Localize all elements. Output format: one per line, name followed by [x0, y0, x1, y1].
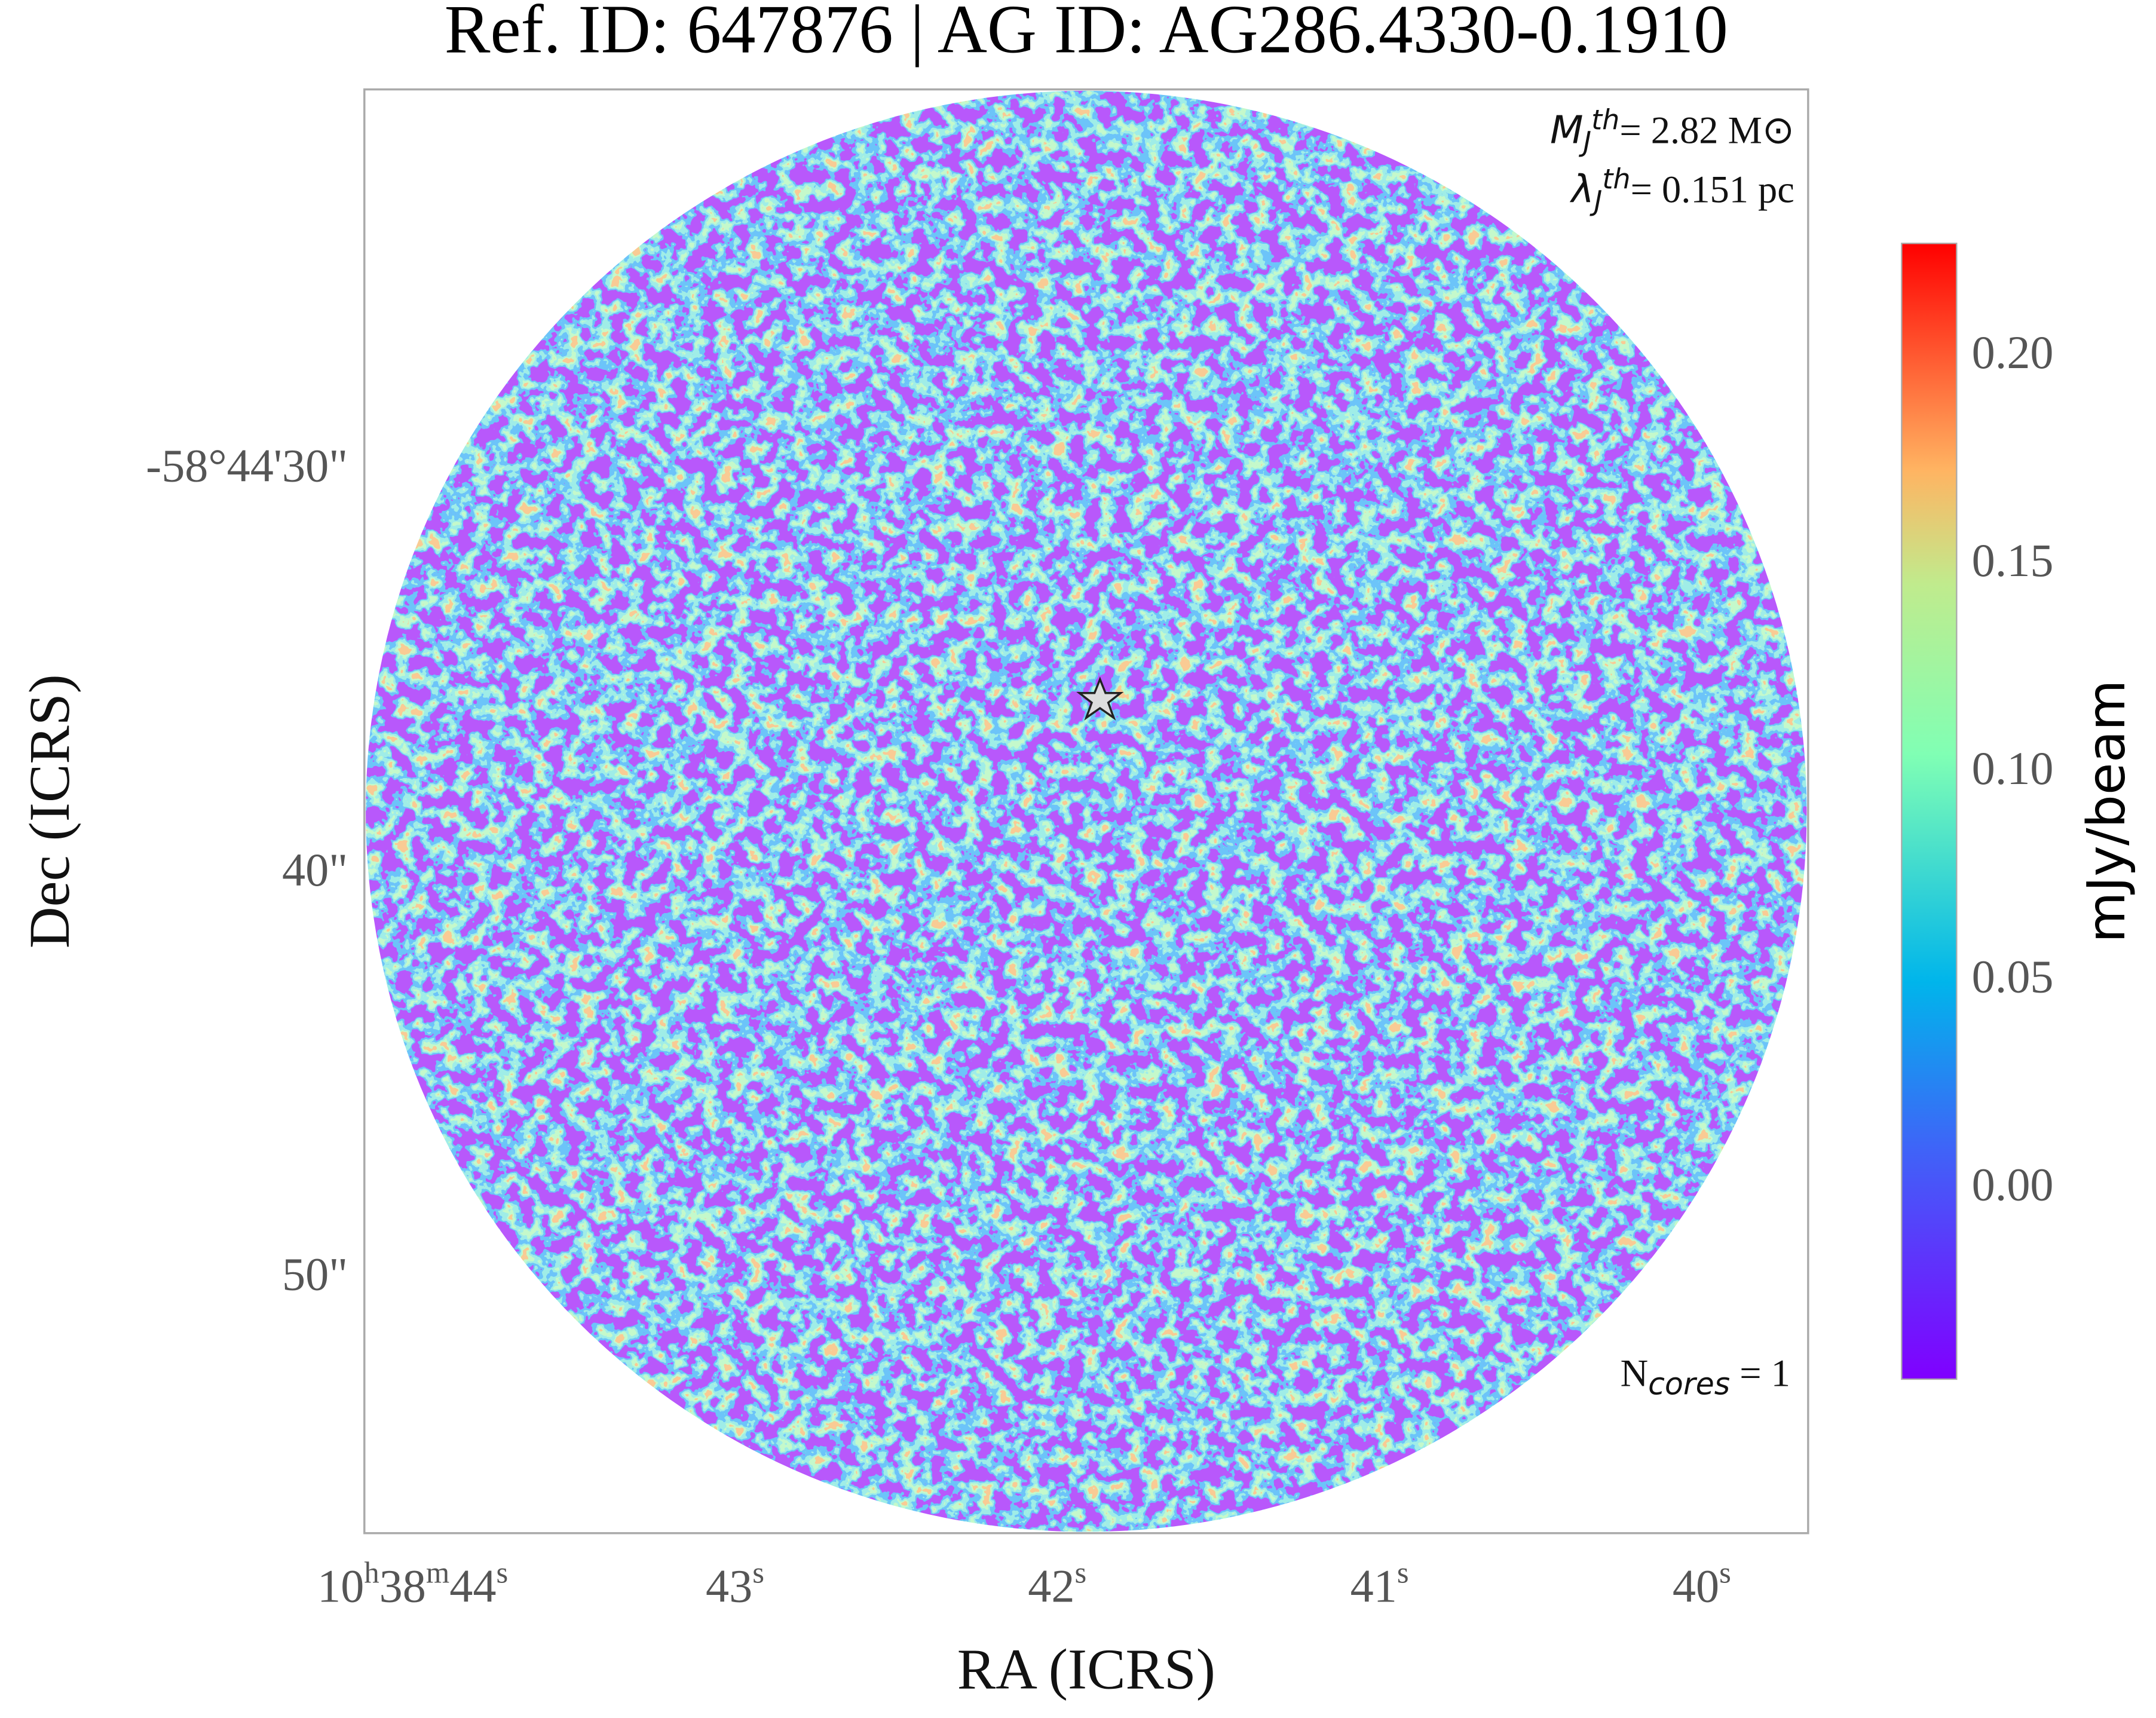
colorbar-tick-label: 0.15 [1972, 534, 2054, 586]
colorbar-tick-label: 0.05 [1972, 950, 2054, 1002]
x-axis-label: RA (ICRS) [957, 1637, 1215, 1701]
x-tick-label: 41s [1350, 1556, 1409, 1612]
colorbar-tick-label: 0.10 [1972, 742, 2054, 794]
colorbar-tick-label: 0.20 [1972, 326, 2054, 378]
colorbar-tick-label: 0.00 [1972, 1158, 2054, 1210]
title: Ref. ID: 647876 | AG ID: AG286.4330-0.19… [445, 0, 1728, 67]
y-tick-label: -58°44'30" [146, 440, 348, 492]
x-tick-label: 10h38m44s [317, 1556, 508, 1612]
core-count: Ncores = 1 [1621, 1352, 1790, 1401]
jeans-length: λJth= 0.151 pc [1570, 163, 1794, 217]
y-tick-label: 50" [282, 1248, 348, 1300]
x-tick-label: 40s [1673, 1556, 1731, 1612]
x-tick-label: 42s [1028, 1556, 1086, 1612]
colorbar-label: mJy/beam [2076, 680, 2137, 943]
axes-frame [363, 88, 1809, 1535]
map [366, 90, 1807, 1532]
jeans-mass: MJth= 2.82 M⊙ [1550, 103, 1794, 158]
y-axis-label: Dec (ICRS) [17, 674, 81, 948]
y-tick-label: 40" [282, 844, 348, 896]
x-tick-label: 43s [706, 1556, 764, 1612]
star-marker [1076, 676, 1124, 721]
colorbar [1901, 243, 1958, 1380]
map-image [366, 90, 1807, 1532]
